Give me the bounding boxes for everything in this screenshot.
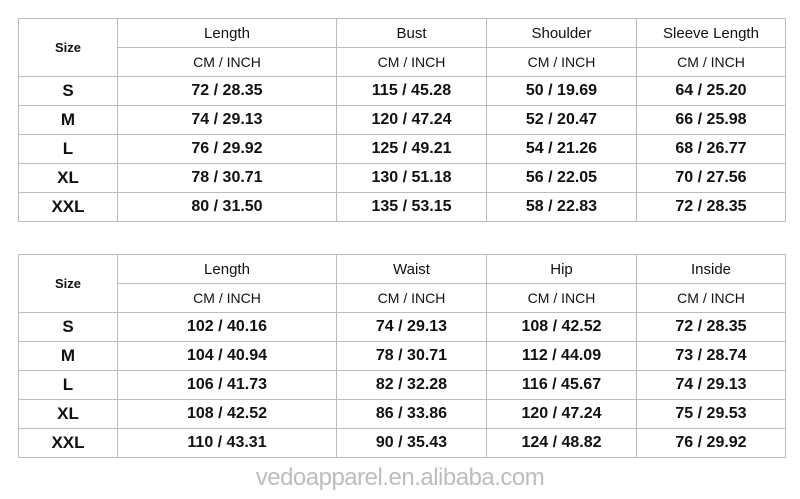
table-row: XXL 110 / 43.31 90 / 35.43 124 / 48.82 76 / … <box>18 428 786 458</box>
size-cell: S <box>18 312 118 342</box>
unit-row: CM / INCH CM / INCH CM / INCH CM / INCH <box>19 283 786 313</box>
size-cell: L <box>18 370 118 400</box>
measurement-cell: 73 / 28.74 <box>636 341 786 371</box>
measurement-cell: 52 / 20.47 <box>486 105 637 135</box>
measurement-cell: 80 / 31.50 <box>117 192 337 222</box>
measurement-cell: 68 / 26.77 <box>636 134 786 164</box>
table-row: L 106 / 41.73 82 / 32.28 116 / 45.67 74 / 29… <box>18 370 786 400</box>
measurement-cell: 74 / 29.13 <box>336 312 487 342</box>
measurement-cell: 74 / 29.13 <box>117 105 337 135</box>
measurement-cell: 130 / 51.18 <box>336 163 487 193</box>
measurement-cell: 104 / 40.94 <box>117 341 337 371</box>
unit-label: CM / INCH <box>336 47 487 77</box>
measurement-cell: 58 / 22.83 <box>486 192 637 222</box>
measurement-cell: 108 / 42.52 <box>486 312 637 342</box>
size-cell: L <box>18 134 118 164</box>
table-row: XXL 80 / 31.50 135 / 53.15 58 / 22.83 72 / 2… <box>18 192 786 222</box>
table-row: XL 108 / 42.52 86 / 33.86 120 / 47.24 75 / 2… <box>18 399 786 429</box>
table-row: S 102 / 40.16 74 / 29.13 108 / 42.52 72 / 28… <box>18 312 786 342</box>
size-cell: XXL <box>18 428 118 458</box>
measurement-cell: 90 / 35.43 <box>336 428 487 458</box>
unit-label: CM / INCH <box>486 283 637 313</box>
measurement-cell: 54 / 21.26 <box>486 134 637 164</box>
measurement-cell: 112 / 44.09 <box>486 341 637 371</box>
measurement-cell: 66 / 25.98 <box>636 105 786 135</box>
measurement-cell: 110 / 43.31 <box>117 428 337 458</box>
column-header: Length <box>117 18 337 48</box>
table-row: M 104 / 40.94 78 / 30.71 112 / 44.09 73 / 28… <box>18 341 786 371</box>
measurement-cell: 115 / 45.28 <box>336 76 487 106</box>
header-row: Size Length Bust Shoulder Sleeve Length <box>18 18 786 77</box>
measurement-cell: 125 / 49.21 <box>336 134 487 164</box>
measurement-cell: 106 / 41.73 <box>117 370 337 400</box>
unit-row: CM / INCH CM / INCH CM / INCH CM / INCH <box>19 47 786 77</box>
table-row: XL 78 / 30.71 130 / 51.18 56 / 22.05 70 / 27… <box>18 163 786 193</box>
measurement-cell: 50 / 19.69 <box>486 76 637 106</box>
column-header: Sleeve Length <box>636 18 786 48</box>
column-header: Hip <box>486 254 637 284</box>
column-header: Inside <box>636 254 786 284</box>
measurement-cell: 76 / 29.92 <box>117 134 337 164</box>
measurement-cell: 70 / 27.56 <box>636 163 786 193</box>
unit-label: CM / INCH <box>117 283 337 313</box>
table-row: M 74 / 29.13 120 / 47.24 52 / 20.47 66 / 25.… <box>18 105 786 135</box>
measurement-cell: 82 / 32.28 <box>336 370 487 400</box>
measurement-cell: 76 / 29.92 <box>636 428 786 458</box>
size-cell: S <box>18 76 118 106</box>
measurement-cell: 78 / 30.71 <box>336 341 487 371</box>
measurement-cell: 72 / 28.35 <box>636 192 786 222</box>
measurement-cell: 72 / 28.35 <box>117 76 337 106</box>
unit-label: CM / INCH <box>636 283 786 313</box>
size-cell: XL <box>18 399 118 429</box>
measurement-cell: 116 / 45.67 <box>486 370 637 400</box>
size-cell: M <box>18 341 118 371</box>
size-cell: XXL <box>18 192 118 222</box>
measurement-cell: 74 / 29.13 <box>636 370 786 400</box>
unit-label: CM / INCH <box>336 283 487 313</box>
measurement-cell: 86 / 33.86 <box>336 399 487 429</box>
measurement-cell: 56 / 22.05 <box>486 163 637 193</box>
measurement-cell: 108 / 42.52 <box>117 399 337 429</box>
measurement-cell: 102 / 40.16 <box>117 312 337 342</box>
column-header: Length <box>117 254 337 284</box>
bottom-size-table: Size Length Waist Hip Inside CM / INCH CM / IN… <box>18 254 786 458</box>
column-header: Bust <box>336 18 487 48</box>
measurement-cell: 72 / 28.35 <box>636 312 786 342</box>
size-header: Size <box>18 18 118 77</box>
unit-label: CM / INCH <box>486 47 637 77</box>
measurement-cell: 124 / 48.82 <box>486 428 637 458</box>
column-header: Shoulder <box>486 18 637 48</box>
measurement-cell: 78 / 30.71 <box>117 163 337 193</box>
measurement-cell: 120 / 47.24 <box>336 105 487 135</box>
top-size-table: Size Length Bust Shoulder Sleeve Length CM / … <box>18 18 786 222</box>
measurement-cell: 120 / 47.24 <box>486 399 637 429</box>
measurement-cell: 75 / 29.53 <box>636 399 786 429</box>
unit-label: CM / INCH <box>117 47 337 77</box>
unit-label: CM / INCH <box>636 47 786 77</box>
size-cell: XL <box>18 163 118 193</box>
measurement-cell: 135 / 53.15 <box>336 192 487 222</box>
watermark: vedoapparel.en.alibaba.com <box>255 464 545 491</box>
size-cell: M <box>18 105 118 135</box>
size-header: Size <box>18 254 118 313</box>
table-row: L 76 / 29.92 125 / 49.21 54 / 21.26 68 / 26.… <box>18 134 786 164</box>
column-header: Waist <box>336 254 487 284</box>
measurement-cell: 64 / 25.20 <box>636 76 786 106</box>
table-row: S 72 / 28.35 115 / 45.28 50 / 19.69 64 / 25.… <box>18 76 786 106</box>
header-row: Size Length Waist Hip Inside <box>18 254 786 313</box>
